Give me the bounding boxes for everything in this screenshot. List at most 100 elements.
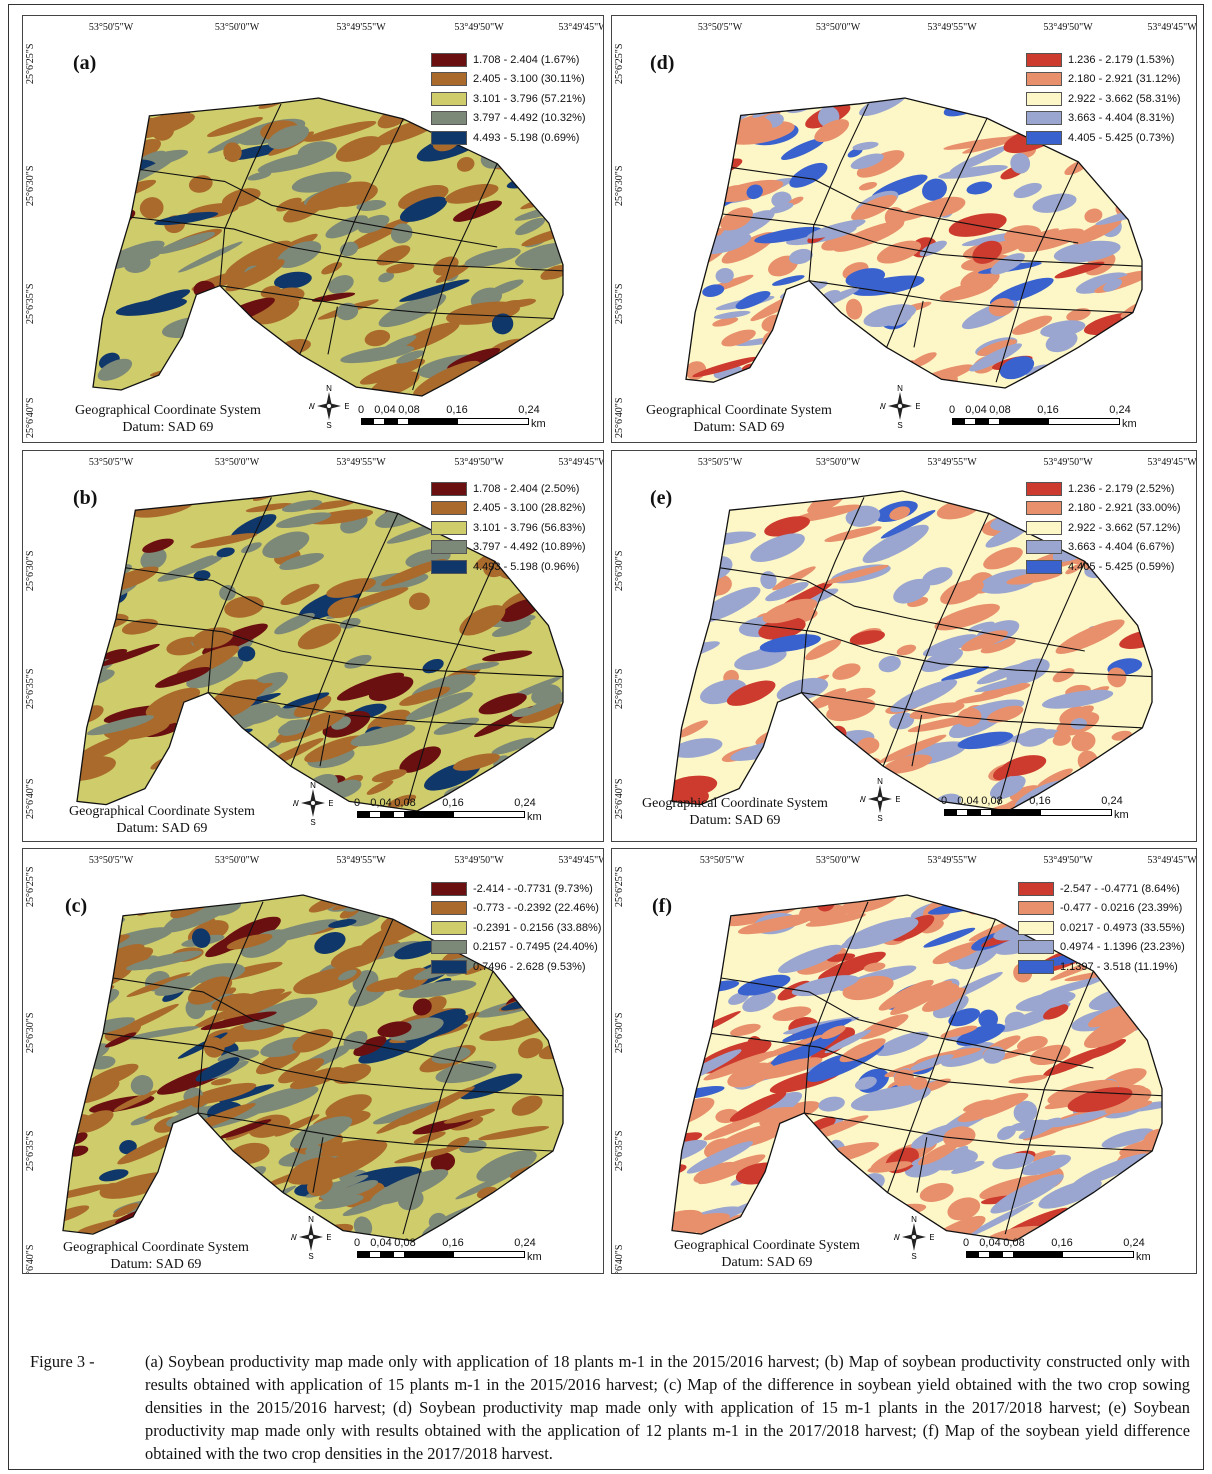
yield-zone <box>106 98 140 116</box>
yield-zone <box>746 184 763 200</box>
legend-item: 3.101 - 3.796 (56.83%) <box>431 518 586 538</box>
yield-zone <box>207 116 263 138</box>
legend-item: -2.414 - -0.7731 (9.73%) <box>431 879 601 899</box>
yield-zone <box>820 1195 895 1211</box>
longitude-label: 53°50'5"W <box>88 855 134 866</box>
legend-label: -0.2391 - 0.2156 (33.88%) <box>473 921 602 934</box>
yield-zone <box>735 290 771 310</box>
yield-zone <box>948 1008 981 1027</box>
yield-zone <box>274 1114 320 1137</box>
yield-zone <box>353 1036 387 1057</box>
legend-swatch <box>431 130 467 145</box>
legend-swatch <box>431 920 467 935</box>
yield-zone <box>429 1014 469 1036</box>
yield-zone <box>849 630 885 645</box>
yield-zone <box>824 564 889 584</box>
yield-zone <box>762 598 818 624</box>
legend-swatch <box>431 940 467 955</box>
yield-zone <box>430 1152 456 1172</box>
yield-zone <box>343 217 412 253</box>
yield-zone <box>512 386 542 396</box>
latitude-label: 25°6'30"S <box>25 550 36 591</box>
yield-zone <box>77 680 98 693</box>
yield-zone <box>276 240 322 269</box>
yield-zone <box>806 219 866 239</box>
yield-zone <box>482 650 533 662</box>
yield-zone <box>189 772 216 792</box>
yield-zone <box>742 991 776 1013</box>
yield-zone <box>832 663 861 680</box>
yield-zone <box>943 1126 976 1148</box>
compass-letter: W <box>309 402 315 411</box>
legend-item: 0.7496 - 2.628 (9.53%) <box>431 957 601 977</box>
yield-zone <box>378 293 447 328</box>
yield-zone <box>845 505 881 527</box>
compass-letter: N <box>308 1215 314 1224</box>
legend-label: 2.405 - 3.100 (30.11%) <box>473 73 585 86</box>
yield-zone <box>1012 315 1053 335</box>
yield-zone <box>845 298 863 320</box>
legend-item: 4.493 - 5.198 (0.96%) <box>431 557 586 577</box>
plot-boundary <box>219 103 282 286</box>
yield-zone <box>443 1108 495 1124</box>
longitude-label: 53°50'0"W <box>214 457 260 468</box>
yield-zone <box>492 154 538 170</box>
plot-boundary <box>319 714 331 767</box>
yield-zone <box>187 976 233 1005</box>
legend-label: -0.773 - -0.2392 (22.46%) <box>473 902 599 915</box>
yield-zone <box>343 1030 368 1050</box>
yield-zone <box>328 182 378 207</box>
yield-zone <box>77 756 116 782</box>
plot-boundary <box>995 161 1079 383</box>
longitude-label: 53°49'45"W <box>558 22 604 33</box>
scale-tick-label: 0,24 <box>1123 1237 1145 1249</box>
yield-zone <box>858 181 878 191</box>
scale-segment <box>385 418 397 425</box>
yield-zone <box>875 1031 929 1057</box>
yield-zone <box>262 531 310 559</box>
yield-zone <box>1009 785 1042 801</box>
yield-zone <box>241 542 262 554</box>
yield-zone <box>686 98 745 122</box>
yield-zone <box>134 1212 182 1228</box>
yield-zone <box>957 1092 1029 1123</box>
yield-zone <box>790 504 861 523</box>
compass-letter: N <box>911 1215 917 1224</box>
legend-swatch <box>1026 91 1062 106</box>
longitude-label: 53°50'5"W <box>697 457 743 468</box>
field-outline <box>671 894 1163 1242</box>
yield-zone <box>308 509 374 525</box>
yield-zone <box>506 164 563 189</box>
yield-zone <box>511 1095 543 1116</box>
north-arrow-icon: N S E W <box>307 384 349 430</box>
latitude-label: 25°6'25"S <box>25 43 36 84</box>
yield-zone <box>989 775 1026 800</box>
yield-zone <box>378 272 395 283</box>
yield-zone <box>818 1096 845 1112</box>
legend-label: -2.547 - -0.4771 (8.64%) <box>1060 882 1180 895</box>
field-outline <box>671 490 1153 812</box>
compass-letter: W <box>860 795 866 804</box>
legend-swatch <box>1026 130 1062 145</box>
yield-zone <box>990 253 1025 275</box>
legend-item: 1.708 - 2.404 (1.67%) <box>431 50 586 70</box>
yield-zone <box>127 1026 199 1040</box>
yield-zone <box>386 262 415 274</box>
scale-segment <box>1000 418 1048 425</box>
yield-zone <box>1000 755 1047 777</box>
yield-zone <box>225 682 273 699</box>
yield-zone <box>1045 330 1078 353</box>
field-outline <box>92 97 564 397</box>
yield-zone <box>802 1177 879 1210</box>
yield-zone <box>252 771 279 786</box>
yield-zone <box>715 267 734 284</box>
scale-segment <box>968 809 980 816</box>
yield-zone <box>957 731 1013 750</box>
yield-zone <box>412 998 432 1016</box>
legend-swatch <box>1026 501 1062 516</box>
yield-zone <box>843 917 919 950</box>
yield-zone <box>368 676 414 702</box>
yield-zone <box>162 555 214 580</box>
yield-zone <box>431 1047 471 1064</box>
yield-zone <box>675 720 709 738</box>
